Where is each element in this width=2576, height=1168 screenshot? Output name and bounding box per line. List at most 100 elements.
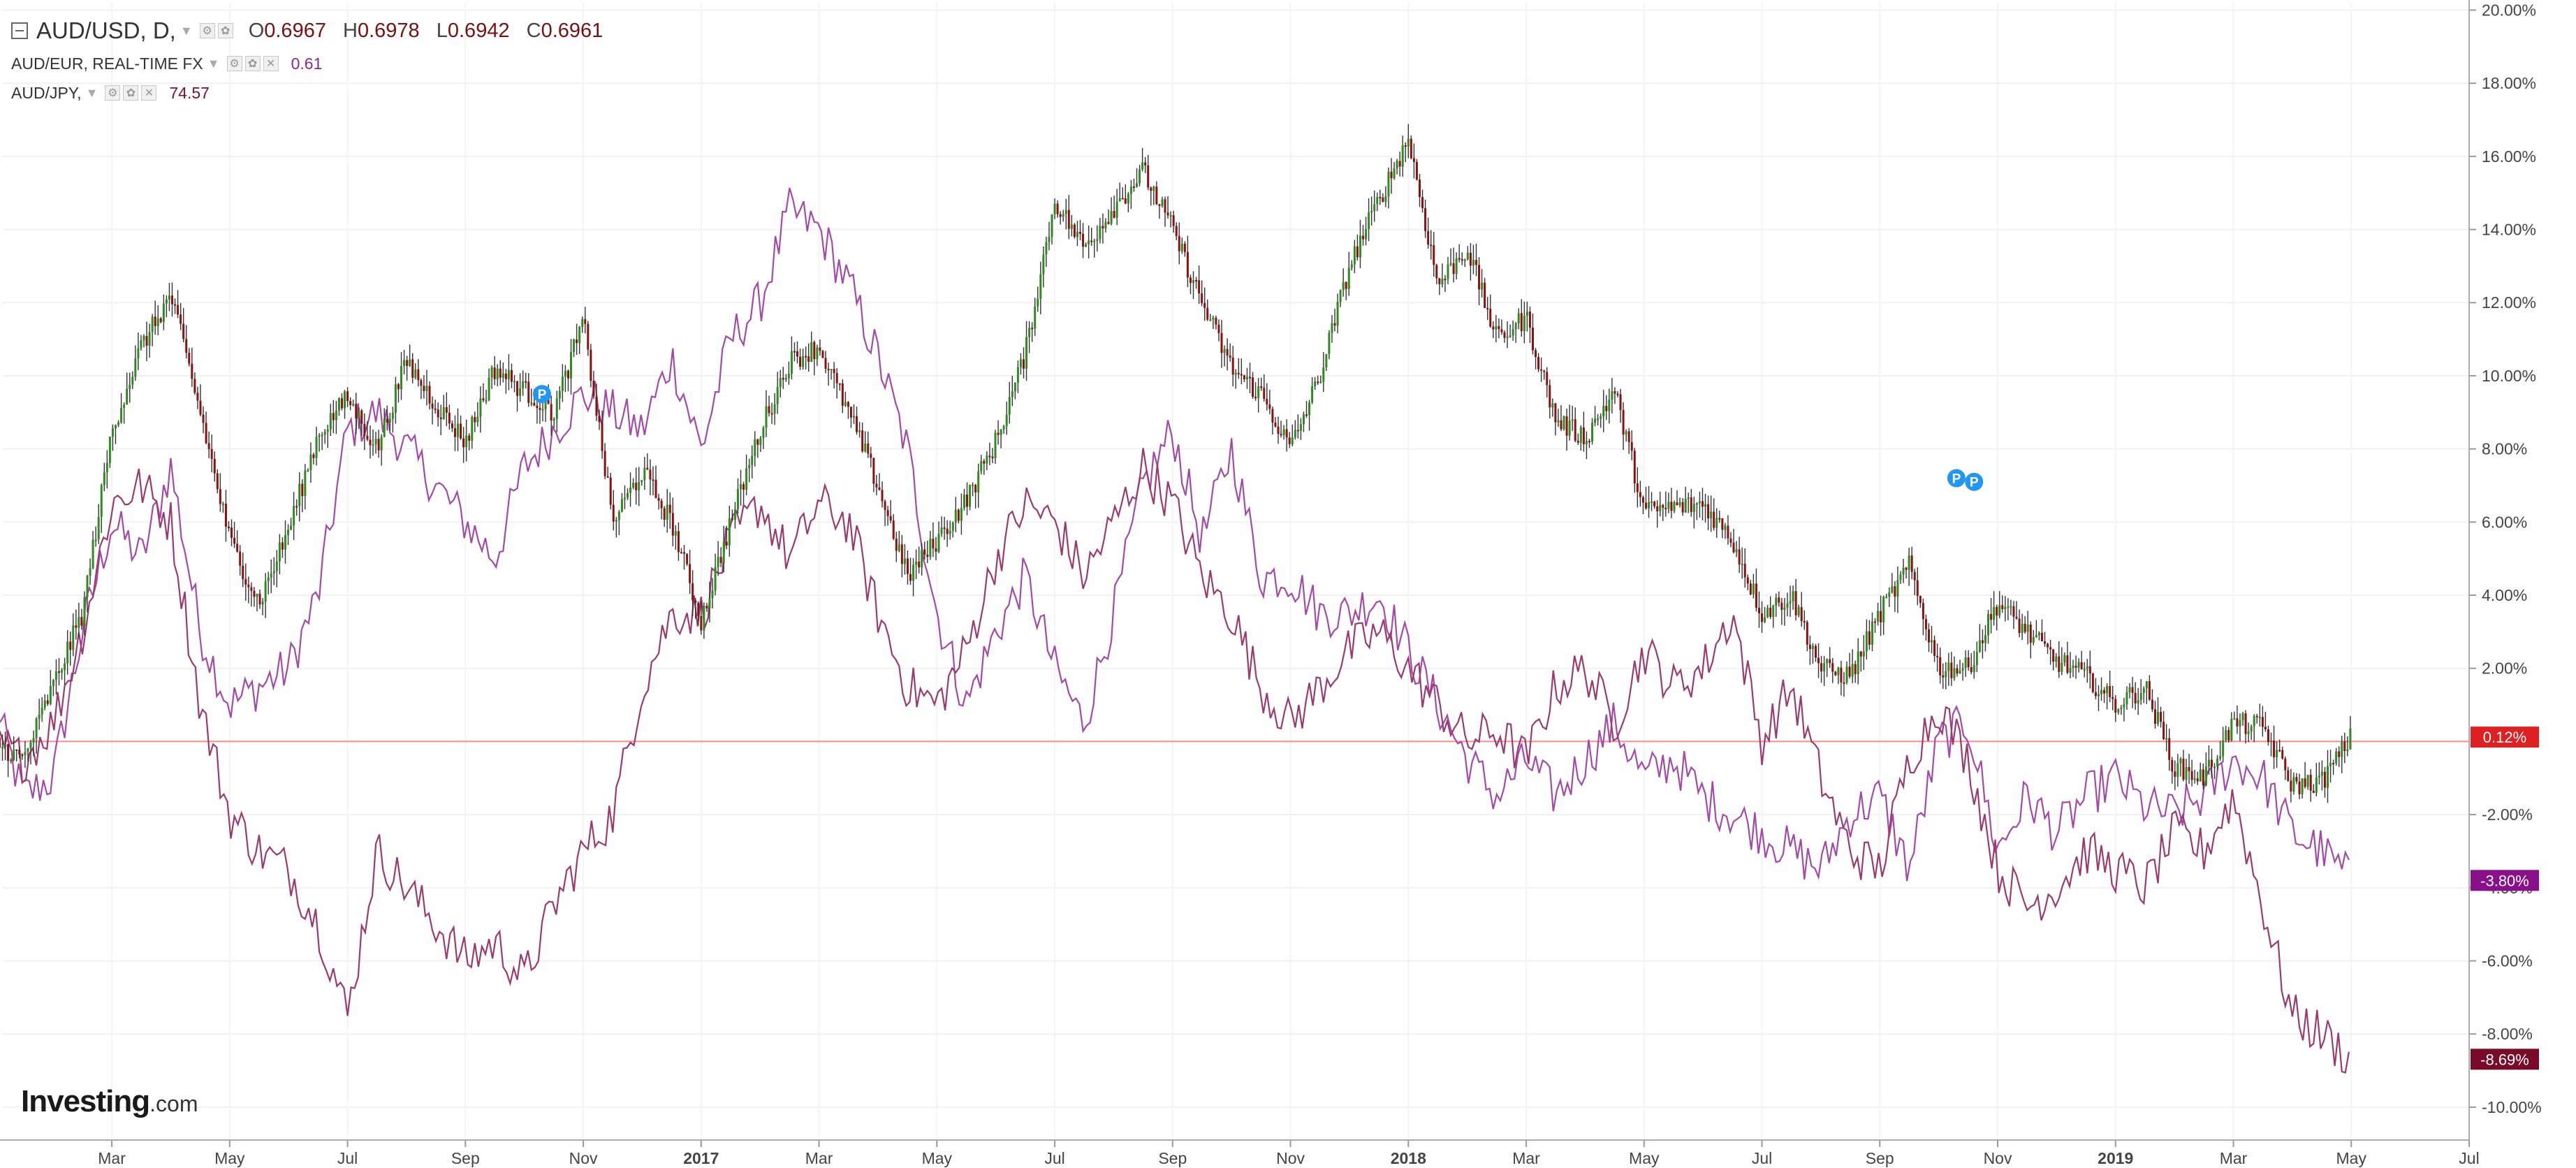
candle-body xyxy=(1551,403,1554,408)
candle-body xyxy=(100,485,103,518)
candle-body xyxy=(2210,759,2213,767)
candle-body xyxy=(1212,317,1215,320)
candle-body xyxy=(1848,666,1851,677)
collapse-icon[interactable] xyxy=(11,22,28,39)
candle-body xyxy=(1919,596,1922,604)
chevron-down-icon[interactable]: ▼ xyxy=(207,56,220,71)
candle-body xyxy=(1761,613,1764,622)
candle-body xyxy=(35,718,38,738)
candle-body xyxy=(2219,756,2222,759)
candle-body xyxy=(1639,492,1641,497)
candle-body xyxy=(474,416,476,423)
candle-body xyxy=(878,487,881,490)
close-icon[interactable]: ✕ xyxy=(263,56,279,71)
settings-icon[interactable]: ⚙ xyxy=(226,56,242,71)
candle-body xyxy=(708,598,711,609)
candle-body xyxy=(445,407,448,413)
candle-body xyxy=(490,367,493,378)
candle-body xyxy=(457,423,460,437)
chevron-down-icon[interactable]: ▼ xyxy=(180,23,193,38)
event-markers[interactable]: PP P xyxy=(533,385,1984,491)
candle-body xyxy=(1166,212,1169,216)
candle-body xyxy=(369,439,372,446)
candle-body xyxy=(1161,199,1164,206)
candle-body xyxy=(1506,336,1509,338)
candle-body xyxy=(1280,434,1282,436)
candle-body xyxy=(1141,162,1144,170)
candle-body xyxy=(660,500,663,509)
chevron-down-icon[interactable]: ▼ xyxy=(85,85,98,100)
candle-body xyxy=(180,314,182,324)
candle-body xyxy=(566,370,569,379)
candle-body xyxy=(1543,370,1546,372)
candle-body xyxy=(787,374,790,379)
gear-icon[interactable]: ✿ xyxy=(123,85,139,101)
candle-body xyxy=(912,564,915,581)
settings-icon[interactable]: ⚙ xyxy=(105,85,121,101)
gear-icon[interactable]: ✿ xyxy=(217,23,233,38)
candle-body xyxy=(2236,718,2239,727)
candle-body xyxy=(1427,231,1430,245)
event-marker-icon[interactable] xyxy=(1965,472,1984,491)
candle-body xyxy=(2063,655,2066,663)
candle-body xyxy=(2267,729,2269,743)
candle-body xyxy=(2035,635,2037,637)
legend-overlay1-symbol[interactable]: AUD/EUR, REAL-TIME FX xyxy=(11,54,203,73)
candle-body xyxy=(1339,290,1342,302)
candle-body xyxy=(465,435,468,448)
legend-overlay2-symbol[interactable]: AUD/JPY, xyxy=(11,83,82,102)
legend-main-symbol[interactable]: AUD/USD, D, xyxy=(36,17,176,43)
candle-body xyxy=(2247,731,2250,734)
candle-body xyxy=(683,552,686,554)
candle-body xyxy=(2287,770,2290,781)
candle-body xyxy=(182,323,185,340)
candle-body xyxy=(1868,631,1871,645)
candle-body xyxy=(1396,161,1398,169)
candle-body xyxy=(2134,692,2137,703)
candle-body xyxy=(1704,504,1707,507)
candle-body xyxy=(1073,224,1076,238)
candle-body xyxy=(827,369,830,371)
candle-body xyxy=(550,404,552,421)
candle-body xyxy=(1121,198,1124,200)
candle-body xyxy=(1331,323,1333,333)
candle-body xyxy=(510,370,513,382)
candle-body xyxy=(830,369,833,371)
candle-body xyxy=(2258,717,2261,719)
candle-body xyxy=(1820,663,1823,672)
candle-body xyxy=(666,504,668,520)
x-tick-label: Sep xyxy=(451,1149,480,1167)
gear-icon[interactable]: ✿ xyxy=(244,56,261,71)
candle-body xyxy=(632,483,635,488)
candle-body xyxy=(1455,258,1458,275)
candle-body xyxy=(872,458,875,484)
candle-body xyxy=(346,391,349,402)
candle-body xyxy=(1670,502,1673,511)
candle-body xyxy=(332,413,335,421)
candle-body xyxy=(638,481,641,490)
candle-body xyxy=(2304,778,2306,787)
candle-body xyxy=(1664,507,1667,509)
settings-icon[interactable]: ⚙ xyxy=(199,23,215,38)
candle-body xyxy=(1401,145,1404,167)
candle-body xyxy=(856,416,858,432)
candle-body xyxy=(210,448,213,459)
legend-overlay1-row[interactable]: AUD/EUR, REAL-TIME FX ▼ ⚙ ✿ ✕ 0.61 xyxy=(11,49,614,78)
candle-body xyxy=(431,403,434,409)
candle-body xyxy=(2157,712,2160,724)
x-tick-label: 2017 xyxy=(683,1149,719,1167)
legend-main-row[interactable]: AUD/USD, D, ▼ ⚙ ✿ O0.6967 H0.6978 L0.694… xyxy=(11,13,614,49)
legend-overlay2-row[interactable]: AUD/JPY, ▼ ⚙ ✿ ✕ 74.57 xyxy=(11,78,614,108)
candle-body xyxy=(126,388,129,405)
candle-body xyxy=(1433,245,1435,265)
candle-body xyxy=(1317,381,1319,384)
event-marker-icon[interactable] xyxy=(1947,469,1966,488)
candle-body xyxy=(256,593,258,597)
candle-body xyxy=(711,590,714,599)
candle-body xyxy=(1579,427,1582,443)
candle-body xyxy=(649,469,652,480)
close-icon[interactable]: ✕ xyxy=(141,85,157,101)
event-marker-icon[interactable] xyxy=(533,385,552,404)
